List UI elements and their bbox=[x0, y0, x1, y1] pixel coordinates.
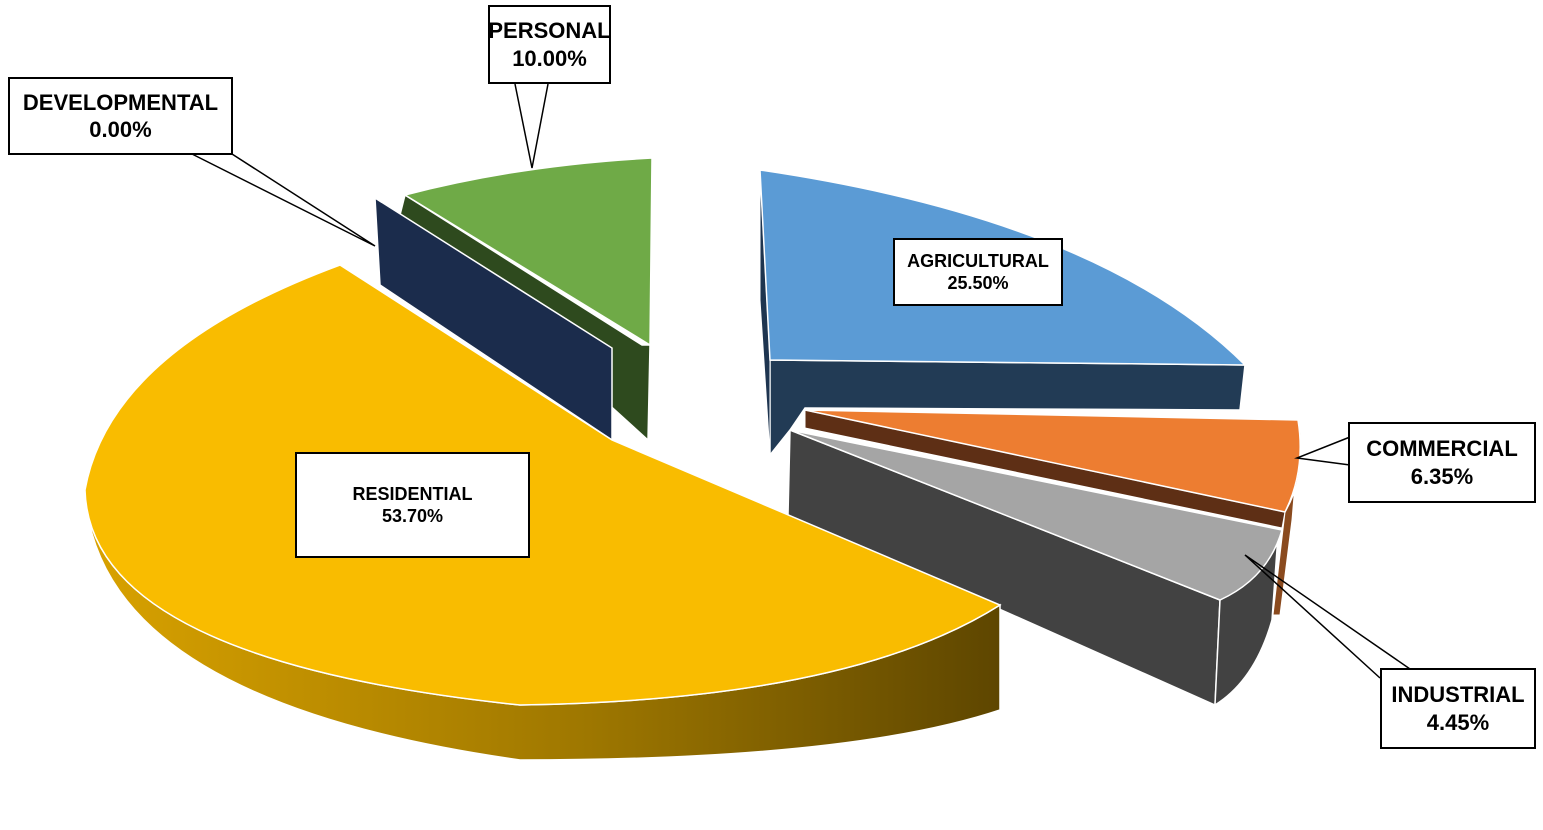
label-developmental-name: DEVELOPMENTAL bbox=[22, 89, 219, 115]
leader-commercial bbox=[1294, 436, 1351, 466]
label-developmental-value: 0.00% bbox=[89, 117, 152, 142]
slice-commercial-top bbox=[804, 409, 1301, 513]
leader-personal bbox=[514, 83, 549, 169]
slice-industrial bbox=[787, 428, 1283, 707]
label-personal: PERSONAL 10.00% bbox=[488, 5, 611, 84]
label-industrial-name: INDUSTRIAL bbox=[1391, 682, 1525, 707]
label-residential: RESIDENTIAL 53.70% bbox=[295, 452, 530, 558]
label-agricultural-name: AGRICULTURAL bbox=[907, 250, 1049, 271]
label-industrial-value: 4.45% bbox=[1426, 709, 1490, 735]
label-agricultural: AGRICULTURAL 25.50% bbox=[893, 238, 1063, 306]
label-residential-value: 53.70% bbox=[381, 506, 444, 526]
label-commercial: COMMERCIAL 6.35% bbox=[1348, 422, 1536, 503]
slice-commercial bbox=[804, 409, 1302, 616]
label-commercial-name: COMMERCIAL bbox=[1366, 436, 1518, 461]
leader-lines bbox=[191, 83, 1411, 679]
label-residential-name: RESIDENTIAL bbox=[352, 483, 473, 504]
label-personal-value: 10.00% bbox=[512, 45, 587, 71]
leader-developmental bbox=[191, 153, 376, 247]
label-agricultural-value: 25.50% bbox=[947, 273, 1009, 293]
slice-residential-top bbox=[84, 264, 1002, 706]
label-personal-name: PERSONAL bbox=[488, 18, 611, 43]
label-industrial: INDUSTRIAL 4.45% bbox=[1380, 668, 1536, 749]
label-developmental: DEVELOPMENTAL 0.00% bbox=[8, 77, 233, 155]
label-commercial-value: 6.35% bbox=[1410, 463, 1474, 489]
slice-residential bbox=[84, 264, 1002, 761]
leader-industrial bbox=[1244, 554, 1411, 679]
slice-personal-top bbox=[403, 157, 653, 347]
slice-industrial-top bbox=[789, 429, 1283, 601]
